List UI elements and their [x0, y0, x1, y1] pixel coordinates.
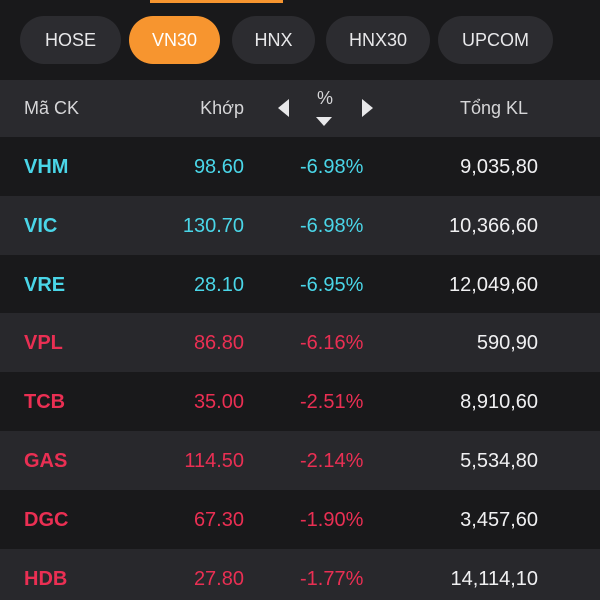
match-price: 114.50 [184, 449, 244, 472]
match-price: 67.30 [193, 508, 244, 531]
caret-left-icon[interactable] [278, 99, 289, 117]
percent-change: -6.98% [300, 156, 364, 178]
tab-hnx[interactable]: HNX [232, 16, 315, 64]
stock-list: VHM 98.60 -6.98% 9,035,80 VIC 130.70 -6.… [0, 137, 600, 600]
percent-column-switcher: % [270, 80, 380, 137]
percent-change: -1.90% [300, 508, 364, 531]
total-volume: 3,457,60 [460, 508, 538, 531]
percent-change: -6.95% [300, 273, 364, 296]
percent-change: -2.51% [300, 391, 364, 414]
stock-symbol: TCB [24, 391, 66, 414]
total-volume: 8,910,60 [460, 391, 538, 414]
active-tab-indicator [150, 0, 283, 3]
match-price: 35.00 [193, 391, 244, 414]
stock-symbol: HDB [24, 567, 68, 590]
table-row[interactable]: HDB 27.80 -1.77% 14,114,10 [0, 548, 600, 600]
table-row[interactable]: GAS 114.50 -2.14% 5,534,80 [0, 430, 600, 490]
header-match-price[interactable]: Khớp [200, 98, 244, 118]
stock-symbol: VHM [24, 156, 69, 178]
header-total-volume[interactable]: Tổng KL [459, 98, 528, 118]
table-header: Mã CK Khớp % Tổng KL [0, 80, 600, 137]
percent-change: -6.98% [300, 214, 364, 237]
caret-right-icon[interactable] [362, 99, 373, 117]
match-price: 130.70 [182, 214, 244, 237]
table-row[interactable]: VPL 86.80 -6.16% 590,90 [0, 313, 600, 373]
stock-symbol: VIC [24, 214, 58, 237]
match-price: 86.80 [193, 332, 244, 355]
table-row[interactable]: VIC 130.70 -6.98% 10,366,60 [0, 195, 600, 255]
header-symbol[interactable]: Mã CK [24, 98, 80, 118]
match-price: 27.80 [193, 567, 244, 590]
tab-upcom[interactable]: UPCOM [438, 16, 553, 64]
total-volume: 14,114,10 [450, 567, 539, 590]
stock-symbol: GAS [24, 449, 68, 472]
percent-change: -2.14% [300, 449, 364, 472]
table-row[interactable]: DGC 67.30 -1.90% 3,457,60 [0, 489, 600, 549]
stock-symbol: DGC [24, 508, 69, 531]
total-volume: 9,035,80 [460, 156, 538, 178]
percent-change: -6.16% [300, 332, 364, 355]
tab-hnx30[interactable]: HNX30 [326, 16, 430, 64]
percent-change: -1.77% [300, 567, 364, 590]
table-row[interactable]: VHM 98.60 -6.98% 9,035,80 [0, 137, 600, 196]
header-percent[interactable]: % [316, 88, 333, 108]
match-price: 98.60 [193, 156, 244, 178]
stock-symbol: VPL [24, 332, 63, 355]
sort-down-icon[interactable] [316, 117, 332, 126]
tab-vn30[interactable]: VN30 [129, 16, 220, 64]
tab-hose[interactable]: HOSE [20, 16, 121, 64]
total-volume: 10,366,60 [449, 214, 538, 237]
table-row[interactable]: VRE 28.10 -6.95% 12,049,60 [0, 254, 600, 314]
match-price: 28.10 [193, 273, 244, 296]
total-volume: 590,90 [476, 332, 538, 355]
total-volume: 5,534,80 [460, 449, 538, 472]
total-volume: 12,049,60 [449, 273, 538, 296]
exchange-tabs: HOSE VN30 HNX HNX30 UPCOM [0, 0, 600, 80]
table-row[interactable]: TCB 35.00 -2.51% 8,910,60 [0, 372, 600, 431]
stock-symbol: VRE [24, 273, 66, 296]
